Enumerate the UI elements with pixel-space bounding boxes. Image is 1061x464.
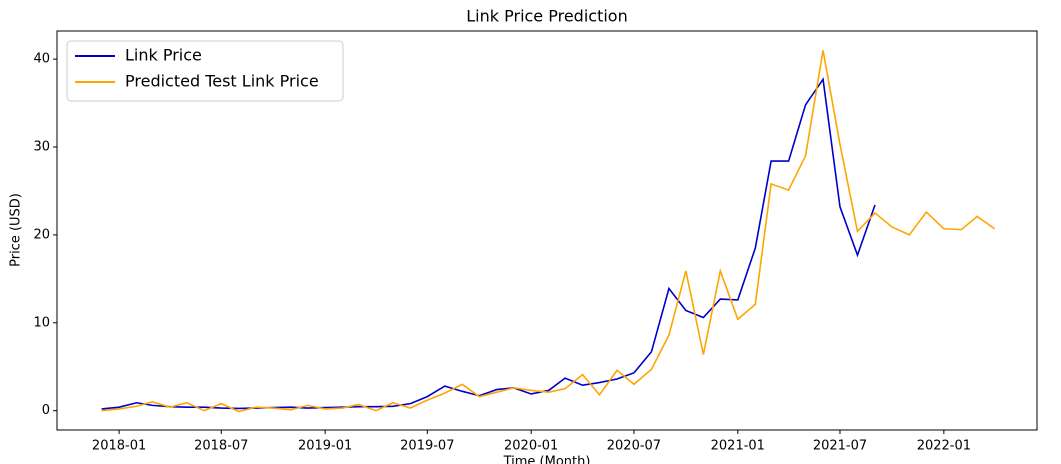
x-axis-label: Time (Month) [503,455,591,464]
chart-title: Link Price Prediction [466,7,627,26]
legend-box [66,40,344,102]
plot-frame [56,30,1038,431]
x-tick-label: 2022-01 [917,439,971,454]
x-tick-label: 2018-01 [92,439,146,454]
series-line [101,77,876,410]
series-line [101,50,996,413]
y-tick-label: 20 [33,227,50,242]
x-tick-label: 2018-07 [194,439,248,454]
x-tick-label: 2020-01 [504,439,558,454]
y-tick-label: 10 [33,315,50,330]
legend-label: Link Price [125,46,202,65]
legend-label: Predicted Test Link Price [125,72,319,91]
x-tick-label: 2019-01 [298,439,352,454]
x-tick-label: 2020-07 [607,439,661,454]
y-axis-label: Price (USD) [9,193,24,267]
y-tick-label: 40 [33,52,50,67]
y-tick-label: 0 [42,403,50,418]
x-tick-label: 2021-07 [813,439,867,454]
y-tick-label: 30 [33,140,50,155]
x-tick-label: 2019-07 [400,439,454,454]
legend: Link Price Predicted Test Link Price [66,40,344,102]
x-tick-label: 2021-01 [711,439,765,454]
